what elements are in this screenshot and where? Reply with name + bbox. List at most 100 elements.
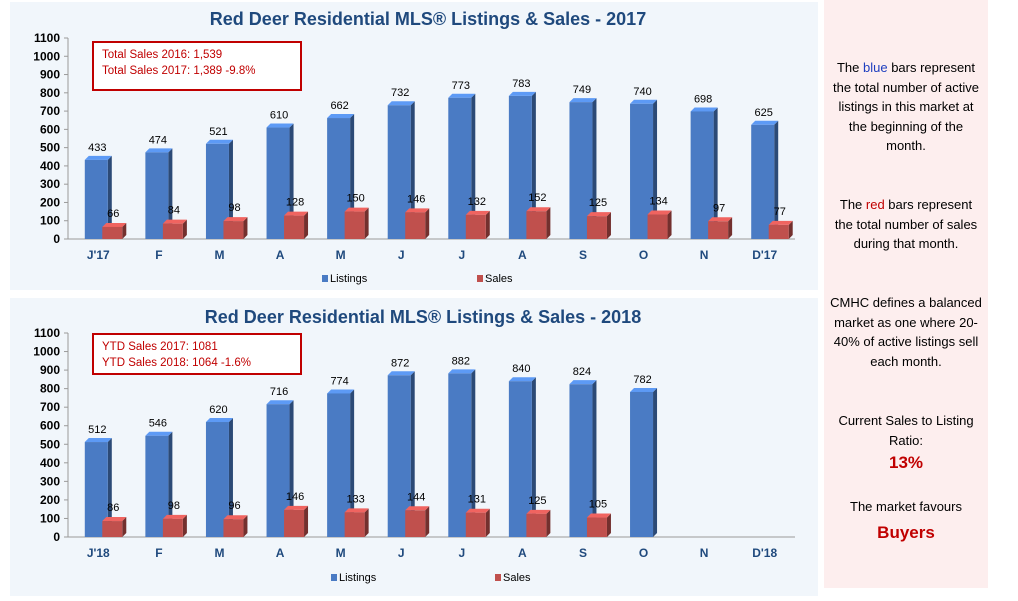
x-category-label: J'17 <box>87 248 110 262</box>
sales-bar-side <box>788 220 793 239</box>
listings-bar <box>387 105 411 239</box>
y-tick-label: 500 <box>40 141 60 155</box>
sales-bar <box>405 212 426 239</box>
annotation-line: YTD Sales 2018: 1064 -1.6% <box>102 357 251 369</box>
sales-bar-top <box>405 506 430 511</box>
listings-bar-top <box>84 438 112 443</box>
chart-2018: Red Deer Residential MLS® Listings & Sal… <box>33 307 795 584</box>
x-category-label: O <box>639 546 648 560</box>
y-tick-label: 1000 <box>33 49 60 63</box>
listings-bar <box>569 102 593 240</box>
blue-bars-explanation: The blue bars represent the total number… <box>830 58 982 156</box>
sales-bar-top <box>102 517 127 522</box>
y-tick-label: 200 <box>40 493 60 507</box>
listings-bar-top <box>448 369 476 374</box>
sales-bar <box>526 513 547 537</box>
listings-bar <box>387 375 411 537</box>
chart-2018-panel: Red Deer Residential MLS® Listings & Sal… <box>10 298 818 596</box>
listings-bar-side <box>471 93 476 239</box>
y-tick-label: 400 <box>40 456 60 470</box>
listings-bar <box>448 373 472 537</box>
annotation-box-2017: Total Sales 2016: 1,539 Total Sales 2017… <box>92 41 302 91</box>
chart-2017-panel: Red Deer Residential MLS® Listings & Sal… <box>10 2 818 290</box>
listings-bar-side <box>228 139 233 239</box>
x-category-label: J <box>458 546 465 560</box>
sales-data-label: 125 <box>589 197 607 209</box>
y-tick-label: 100 <box>40 511 60 525</box>
sales-data-label: 86 <box>107 502 119 514</box>
sales-bar <box>586 216 607 239</box>
listings-bar-side <box>289 123 294 239</box>
explanation-sidebar: The blue bars represent the total number… <box>824 0 988 588</box>
listings-data-label: 840 <box>512 363 530 375</box>
listings-bar-side <box>168 431 173 537</box>
sales-data-label: 77 <box>774 206 786 218</box>
sales-bar-top <box>768 220 793 225</box>
x-category-label: J'18 <box>87 546 110 560</box>
sales-data-label: 125 <box>528 495 546 507</box>
sales-bar-top <box>223 515 248 520</box>
sales-bar <box>223 221 244 239</box>
sales-bar <box>465 214 486 239</box>
listings-bar-top <box>630 99 658 104</box>
listings-bar-side <box>168 148 173 239</box>
x-category-label: J <box>458 248 465 262</box>
x-category-label: F <box>155 546 162 560</box>
sales-bar <box>344 211 365 239</box>
listings-bar-top <box>266 400 294 405</box>
sales-bar-side <box>485 210 490 239</box>
sales-bar-top <box>465 210 490 215</box>
sales-bar-side <box>546 207 551 239</box>
x-category-label: S <box>579 248 587 262</box>
y-tick-label: 900 <box>40 68 60 82</box>
listings-bar-top <box>266 123 294 128</box>
sales-data-label: 84 <box>168 205 180 217</box>
sales-bar-top <box>586 513 611 518</box>
sales-bar <box>708 221 729 239</box>
listings-bar-top <box>630 387 658 392</box>
market-favours-label: The market favours <box>850 499 962 514</box>
sales-bar-side <box>243 515 248 537</box>
annotation-line: YTD Sales 2017: 1081 <box>102 341 218 353</box>
red-bars-explanation: The red bars represent the total number … <box>830 195 982 254</box>
sales-bar-top <box>162 514 187 519</box>
legend-label-listings: Listings <box>330 273 368 285</box>
sales-bar-side <box>243 217 248 239</box>
x-category-label: M <box>336 546 346 560</box>
legend-swatch-sales <box>477 275 483 282</box>
sales-bar-side <box>546 509 551 537</box>
sales-data-label: 144 <box>407 491 425 503</box>
ratio-label: Current Sales to Listing Ratio: <box>838 413 974 448</box>
listings-bar <box>327 118 351 239</box>
sales-bar <box>162 223 183 239</box>
red-word: red <box>865 197 885 212</box>
sales-bar <box>344 512 365 537</box>
y-tick-label: 100 <box>40 214 60 228</box>
sales-bar-side <box>304 505 309 537</box>
sales-bar <box>284 509 305 537</box>
sales-data-label: 97 <box>713 202 725 214</box>
sales-data-label: 96 <box>228 500 240 512</box>
listings-data-label: 716 <box>270 386 288 398</box>
sales-bar <box>405 510 426 537</box>
text-fragment: The <box>839 197 866 212</box>
sales-data-label: 66 <box>107 208 119 220</box>
listings-bar <box>508 95 532 239</box>
listings-bar-top <box>205 418 233 423</box>
listings-bar-side <box>228 418 233 537</box>
sales-bar-top <box>344 207 369 212</box>
y-tick-label: 500 <box>40 437 60 451</box>
text-fragment: bars represent the total number of sales… <box>834 197 978 251</box>
x-category-label: J <box>398 546 405 560</box>
sales-bar-top <box>465 508 490 513</box>
sales-bar-side <box>485 508 490 537</box>
x-category-label: A <box>276 248 285 262</box>
y-tick-label: 800 <box>40 86 60 100</box>
listings-bar-top <box>387 101 415 106</box>
sales-bar-side <box>122 517 127 537</box>
listings-bar-side <box>107 155 112 239</box>
listings-data-label: 433 <box>88 142 106 154</box>
x-category-label: S <box>579 546 587 560</box>
sales-bar <box>102 226 123 239</box>
sales-data-label: 133 <box>346 493 364 505</box>
